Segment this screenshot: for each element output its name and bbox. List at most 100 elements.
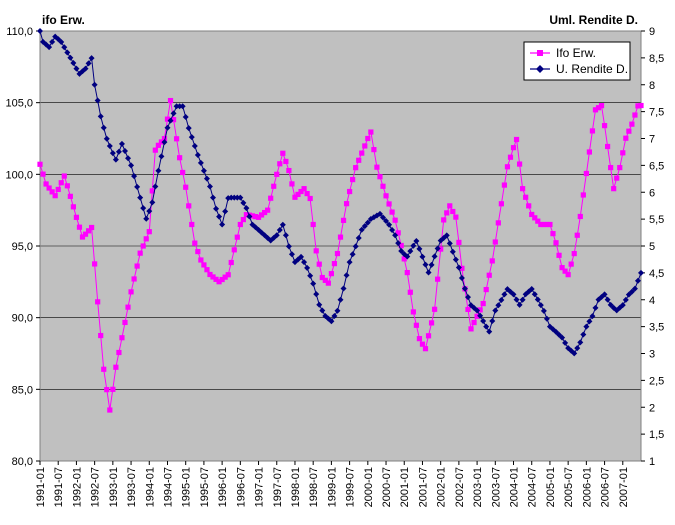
ifo-point [310, 221, 316, 228]
ifo-point [222, 274, 228, 280]
rendite-point [298, 253, 305, 260]
ifo-point [319, 274, 325, 281]
ifo-point [61, 173, 67, 179]
rendite-point [64, 49, 71, 56]
rendite-point [216, 213, 223, 220]
ifo-point [225, 272, 231, 278]
rendite-point [343, 272, 350, 279]
ifo-point [98, 332, 104, 339]
ifo-point [356, 157, 362, 163]
ifo-point [73, 214, 80, 220]
rendite-point [513, 296, 520, 303]
ifo-point [274, 171, 280, 177]
ifo-point [623, 135, 629, 141]
rendite-point [219, 221, 226, 228]
ifo-point [498, 201, 504, 207]
legend: Ifo Erw. U. Rendite D. [523, 41, 631, 81]
rendite-point [282, 232, 289, 239]
left-tick-label: 95,0 [12, 241, 33, 253]
rendite-point [628, 288, 635, 295]
rendite-point [389, 226, 396, 233]
rendite-point [328, 318, 335, 325]
rendite-point [474, 307, 481, 314]
x-tick-label: 1994-01 [144, 467, 156, 507]
ifo-point [568, 261, 574, 267]
rendite-point [319, 307, 326, 314]
ifo-point [507, 154, 514, 160]
ifo-point [79, 234, 86, 240]
rendite-point [206, 183, 213, 190]
x-tick-label: 1992-07 [90, 467, 102, 507]
right-tick-label: 4,5 [649, 268, 664, 280]
rendite-point [395, 240, 402, 247]
ifo-point [407, 289, 413, 295]
right-tick-label: 2 [649, 402, 655, 414]
ifo-point [386, 201, 392, 207]
ifo-point [207, 271, 213, 278]
rendite-point [137, 194, 144, 201]
rendite-point [203, 175, 210, 182]
right-tick-label: 3,5 [649, 322, 664, 334]
x-tick-label: 2005-07 [563, 467, 575, 507]
ifo-point [170, 117, 177, 123]
rendite-point [519, 296, 526, 303]
rendite-point [285, 243, 292, 250]
ifo-point [240, 216, 246, 223]
rendite-point [592, 304, 599, 311]
rendite-point [125, 155, 132, 162]
ifo-point [289, 181, 295, 187]
ifo-point [228, 259, 234, 266]
ifo-point [116, 349, 122, 356]
ifo-point [340, 217, 347, 223]
right-tick-label: 9 [649, 26, 655, 38]
rendite-point [146, 208, 153, 215]
ifo-point [474, 313, 480, 319]
left-axis-title: ifo Erw. [42, 13, 85, 27]
ifo-point [441, 217, 447, 223]
ifo-point [258, 212, 265, 218]
ifo-point [562, 268, 568, 274]
ifo-point [438, 246, 444, 252]
ifo-point [401, 256, 407, 262]
legend-box [523, 41, 631, 81]
rendite-point [492, 307, 499, 314]
x-tick-label: 1999-07 [345, 467, 357, 507]
ifo-point [492, 239, 498, 245]
ifo-point [559, 265, 565, 271]
ifo-point [161, 136, 168, 142]
ifo-point [43, 181, 49, 187]
ifo-point [292, 194, 298, 200]
rendite-point [501, 291, 508, 298]
rendite-point [301, 259, 308, 266]
ifo-point [377, 174, 383, 180]
x-tick-label: 1991-01 [35, 467, 47, 507]
rendite-point [288, 251, 295, 258]
ifo-point [304, 190, 310, 197]
ifo-point [532, 215, 538, 221]
ifo-point [598, 103, 605, 109]
x-tick-label: 1997-07 [272, 467, 284, 507]
rendite-point [349, 251, 356, 258]
rendite-point [140, 205, 147, 212]
ifo-point [547, 221, 553, 228]
ifo-point [213, 276, 219, 282]
ifo-point [210, 274, 216, 280]
rendite-point [46, 44, 53, 51]
left-tick-label: 85,0 [12, 384, 33, 396]
rendite-point [510, 291, 517, 298]
rendite-point [82, 65, 89, 72]
ifo-point [422, 346, 429, 352]
ifo-point [343, 201, 350, 207]
rendite-point [404, 253, 411, 260]
ifo-point [92, 261, 98, 267]
x-axis: 1991-01 1991-07 1992-01 1992-07 1993-01 1993-… [35, 461, 630, 507]
ifo-point [392, 217, 398, 223]
ifo-point [365, 135, 371, 142]
rendite-point [528, 286, 535, 292]
ifo-point [216, 279, 222, 285]
left-tick-label: 80,0 [12, 456, 33, 468]
ifo-point [389, 209, 395, 215]
rendite-point [237, 194, 244, 201]
ifo-point [167, 97, 174, 104]
ifo-point [180, 169, 186, 176]
